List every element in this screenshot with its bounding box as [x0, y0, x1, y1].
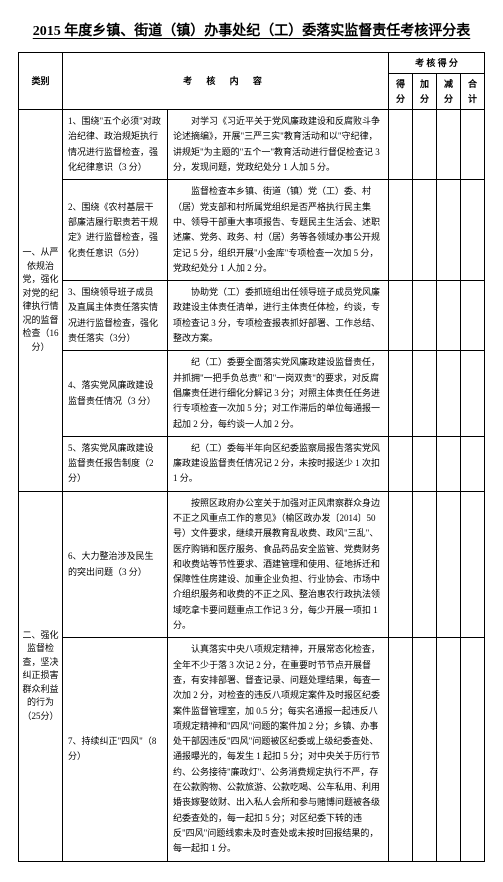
content-2-2: 认真落实中央八项规定精神，开展常态化检查，全年不少于落 3 次记 2 分，在重要… — [168, 638, 389, 861]
header-score-add: 加分 — [412, 74, 436, 110]
evaluation-table: 类别 考 核 内 容 考 核 得 分 得分 加分 减分 合计 一、从严依规治党，… — [18, 52, 485, 862]
header-score-group: 考 核 得 分 — [388, 53, 484, 74]
category-1: 一、从严依规治党，强化对党的纪律执行情况的监督检查（16 分） — [19, 110, 63, 492]
score-sub-1-1 — [436, 110, 460, 180]
header-score-got: 得分 — [388, 74, 412, 110]
header-category: 类别 — [19, 53, 63, 110]
item-1-4: 4、落实党风廉政建设监督责任情况（3 分） — [63, 351, 168, 436]
item-1-3: 3、围绕领导班子成员及直属主体责任落实情况进行监督检查，强化责任落实（3分） — [63, 281, 168, 351]
item-2-2: 7、持续纠正"四风"（8分） — [63, 638, 168, 861]
item-1-2: 2、围绕《农村基层干部廉洁履行职责若干规定》进行监督检查，强化责任意识（5分） — [63, 180, 168, 281]
content-1-1: 对学习《习近平关于党风廉政建设和反腐败斗争论述摘编》，开展"三严三实"教育活动和… — [168, 110, 389, 180]
header-score-total: 合计 — [460, 74, 484, 110]
content-1-5: 纪（工）委每半年向区纪委监察局报告落实党风廉政建设监督责任情况记 2 分，未按时… — [168, 436, 389, 491]
content-2-1: 按照区政府办公室关于加强对正风肃察群众身边不正之风重点工作的意见》（榆区政办发〔… — [168, 491, 389, 638]
content-1-4: 纪（工）委要全面落实党风廉政建设监督责任，并抓拥"一把手负总责" 和"一岗双责"… — [168, 351, 389, 436]
document-title: 2015 年度乡镇、街道（镇）办事处纪（工）委落实监督责任考核评分表 — [18, 20, 485, 40]
header-content: 考 核 内 容 — [63, 53, 389, 110]
item-1-1: 1、围绕"五个必须"对政治纪律、政治规矩执行情况进行监督检查，强化纪律意识（3 … — [63, 110, 168, 180]
header-score-sub: 减分 — [436, 74, 460, 110]
content-1-2: 监督检查本乡镇、街道（镇）党（工）委、村（居）党支部和村所属党组织是否严格执行民… — [168, 180, 389, 281]
content-1-3: 协助党（工）委抓班组出任领导班子成员党风廉政建设主体责任清单，进行主体责任体检，… — [168, 281, 389, 351]
category-2: 二、强化监督检查，坚决纠正损害群众利益的行为（25分） — [19, 491, 63, 861]
score-total-1-1 — [460, 110, 484, 180]
score-got-1-1 — [388, 110, 412, 180]
item-2-1: 6、大力整治涉及民生的突出问题（3 分） — [63, 491, 168, 638]
score-add-1-1 — [412, 110, 436, 180]
item-1-5: 5、落实党风廉政建设监督责任报告制度（2 分） — [63, 436, 168, 491]
